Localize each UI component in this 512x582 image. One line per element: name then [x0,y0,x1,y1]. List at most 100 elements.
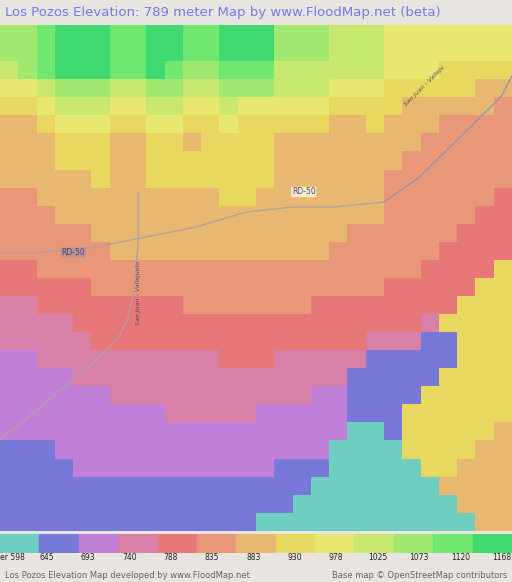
Bar [348,350,366,368]
Bar [110,314,128,332]
Bar [36,260,55,278]
Bar [384,296,402,314]
Bar [439,115,457,133]
Bar [201,223,220,242]
Bar [439,97,457,115]
Bar [476,441,494,459]
Bar [183,513,201,531]
Bar [348,495,366,513]
Bar [384,260,402,278]
Bar [92,513,110,531]
Bar [274,404,292,423]
Bar [55,169,73,187]
Bar [402,242,420,260]
Bar [146,350,164,368]
Bar [110,278,128,296]
Bar [73,350,92,368]
Bar [292,25,311,43]
Bar [0,25,18,43]
Bar [18,61,36,79]
Bar [110,368,128,386]
Bar [238,314,256,332]
Bar [18,133,36,151]
Bar [420,151,439,169]
Bar [36,133,55,151]
Bar [439,25,457,43]
Bar [439,187,457,205]
Bar [18,97,36,115]
Bar [146,115,164,133]
Bar [420,260,439,278]
Bar [494,477,512,495]
Bar [146,79,164,97]
Bar [55,441,73,459]
Bar [164,260,183,278]
Bar [18,441,36,459]
Bar [146,477,164,495]
Bar [73,423,92,441]
Bar [402,404,420,423]
Bar [494,441,512,459]
Bar [183,332,201,350]
Bar [457,223,476,242]
Bar [55,61,73,79]
Bar [366,278,384,296]
Bar [457,278,476,296]
Bar [55,350,73,368]
Bar [73,260,92,278]
Bar [402,43,420,61]
Bar [0,314,18,332]
Bar [494,260,512,278]
Bar [238,404,256,423]
Bar [92,404,110,423]
Bar [476,133,494,151]
Bar [92,25,110,43]
Bar [494,386,512,404]
Bar [494,513,512,531]
Bar [146,97,164,115]
Bar [92,242,110,260]
Bar [329,368,348,386]
Bar [476,332,494,350]
Bar [55,187,73,205]
Bar [146,441,164,459]
Bar [146,151,164,169]
Bar [164,79,183,97]
Bar [366,223,384,242]
Bar [256,350,274,368]
Bar [420,79,439,97]
Bar [311,25,329,43]
Bar [476,205,494,223]
Bar [457,242,476,260]
Bar [256,115,274,133]
Bar [402,459,420,477]
Bar [55,296,73,314]
Bar [256,242,274,260]
Bar [164,97,183,115]
Bar [220,477,238,495]
Bar [384,386,402,404]
Bar [183,423,201,441]
Bar [201,423,220,441]
Bar [36,441,55,459]
Bar [256,368,274,386]
Bar [36,513,55,531]
Bar [366,169,384,187]
Bar [420,459,439,477]
Bar [311,223,329,242]
Bar [183,459,201,477]
Text: 1120: 1120 [451,553,470,562]
Bar [183,205,201,223]
Bar [384,43,402,61]
Bar [110,386,128,404]
Bar [476,368,494,386]
Bar [164,205,183,223]
Bar [110,332,128,350]
Bar [73,314,92,332]
Bar [311,61,329,79]
Bar [457,133,476,151]
Bar [183,314,201,332]
Bar [220,242,238,260]
Bar [384,368,402,386]
Bar [128,513,146,531]
